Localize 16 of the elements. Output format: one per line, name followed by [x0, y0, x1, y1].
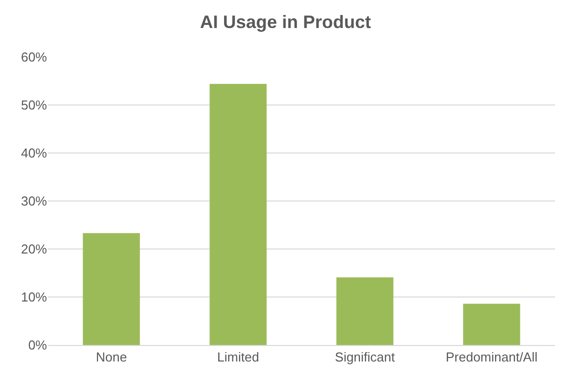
x-tick-label: Limited: [217, 350, 260, 365]
chart-title: AI Usage in Product: [200, 12, 372, 32]
x-tick-label: Predominant/All: [446, 350, 538, 365]
y-tick-label: 0%: [28, 338, 48, 353]
bar: [210, 84, 267, 345]
x-tick-label: None: [96, 350, 127, 365]
y-tick-label: 30%: [20, 194, 48, 209]
bar: [336, 277, 394, 345]
y-tick-label: 50%: [20, 98, 48, 113]
bar: [463, 304, 520, 345]
bar: [82, 233, 140, 345]
y-tick-label: 20%: [20, 242, 48, 257]
x-tick-label: Significant: [334, 350, 396, 365]
y-tick-label: 60%: [20, 50, 48, 65]
y-tick-label: 10%: [20, 290, 48, 305]
y-tick-label: 40%: [20, 146, 48, 161]
